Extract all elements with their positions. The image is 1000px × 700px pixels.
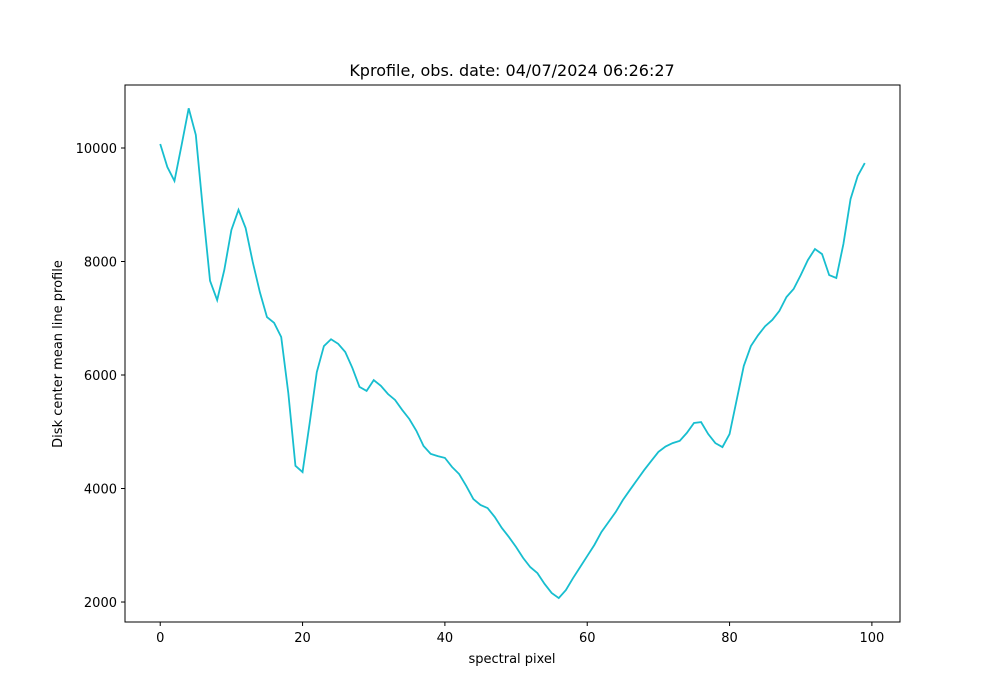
x-tick-label: 60 [579,631,596,646]
x-tick-label: 0 [156,631,164,646]
plot-frame [124,84,901,623]
y-tick-label: 4000 [84,483,117,498]
y-tick-label: 8000 [84,256,117,271]
x-tick-label: 80 [721,631,738,646]
y-tick-label: 2000 [84,596,117,611]
x-tick-label: 100 [859,631,884,646]
y-tick-label: 6000 [84,369,117,384]
x-axis-label: spectral pixel [468,652,555,667]
y-axis-label: Disk center mean line profile [51,260,66,448]
y-tick-label: 10000 [76,142,117,157]
x-tick-label: 40 [437,631,454,646]
line-series [159,108,866,600]
x-tick-label: 20 [294,631,311,646]
chart-title: Kprofile, obs. date: 04/07/2024 06:26:27 [349,61,674,80]
